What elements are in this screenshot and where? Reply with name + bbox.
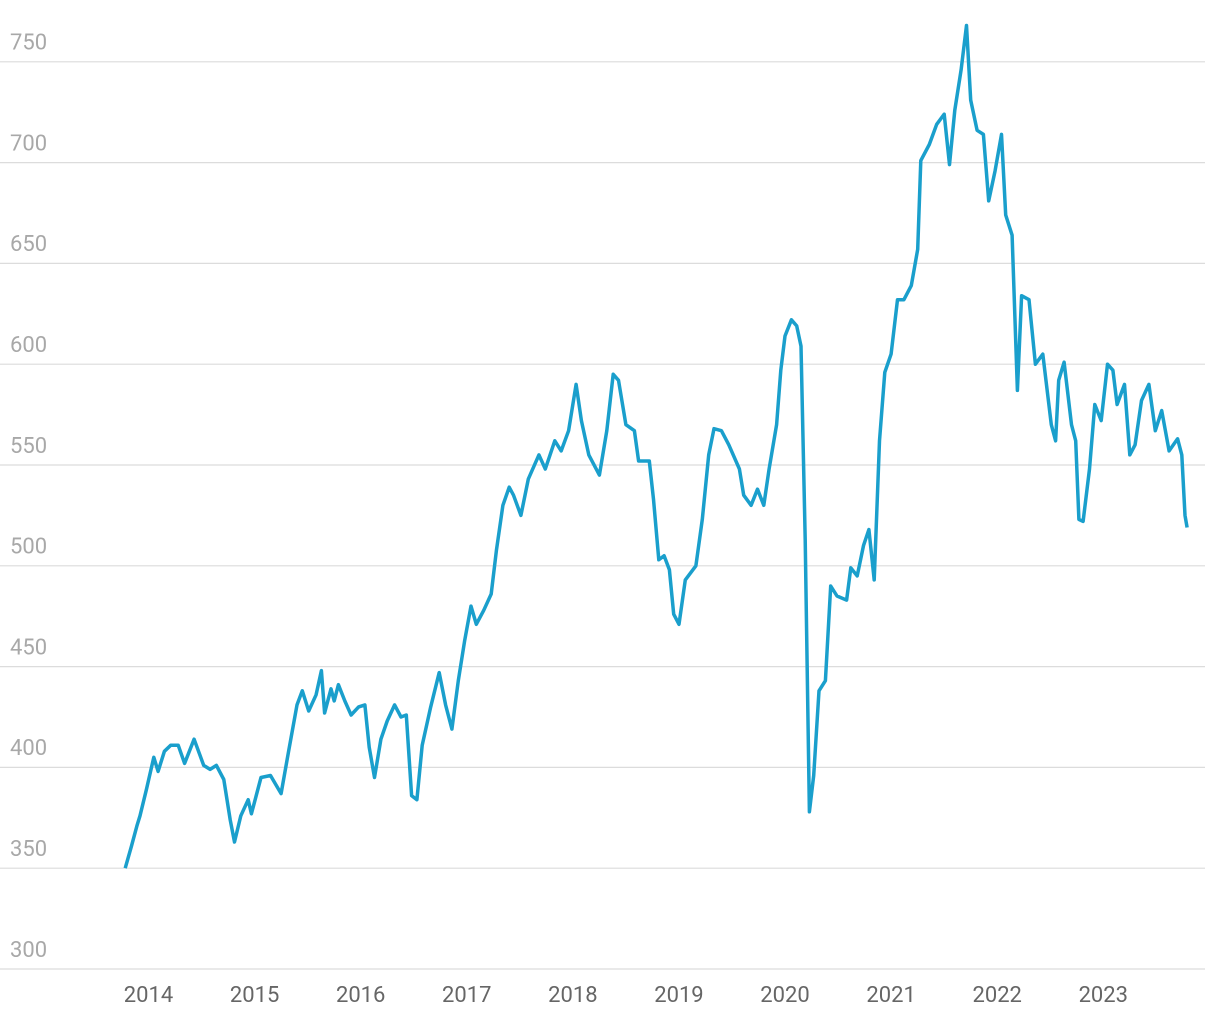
x-tick-label: 2020 (760, 983, 809, 1008)
x-tick-label: 2014 (124, 983, 173, 1008)
y-tick-label: 700 (10, 131, 47, 156)
x-tick-label: 2021 (866, 983, 915, 1008)
x-tick-label: 2016 (336, 983, 385, 1008)
y-tick-label: 650 (10, 232, 47, 257)
y-tick-label: 400 (10, 736, 47, 761)
x-tick-label: 2017 (442, 983, 491, 1008)
y-tick-label: 500 (10, 535, 47, 560)
y-tick-label: 450 (10, 635, 47, 660)
x-tick-label: 2023 (1079, 983, 1128, 1008)
data-line (123, 23, 1189, 869)
y-tick-label: 550 (10, 434, 47, 459)
x-tick-label: 2019 (654, 983, 703, 1008)
y-tick-label: 350 (10, 837, 47, 862)
x-tick-label: 2015 (230, 983, 279, 1008)
y-tick-label: 750 (10, 31, 47, 56)
x-tick-label: 2018 (548, 983, 597, 1008)
x-tick-label: 2022 (972, 983, 1021, 1008)
y-tick-label: 300 (10, 938, 47, 963)
y-tick-label: 600 (10, 333, 47, 358)
